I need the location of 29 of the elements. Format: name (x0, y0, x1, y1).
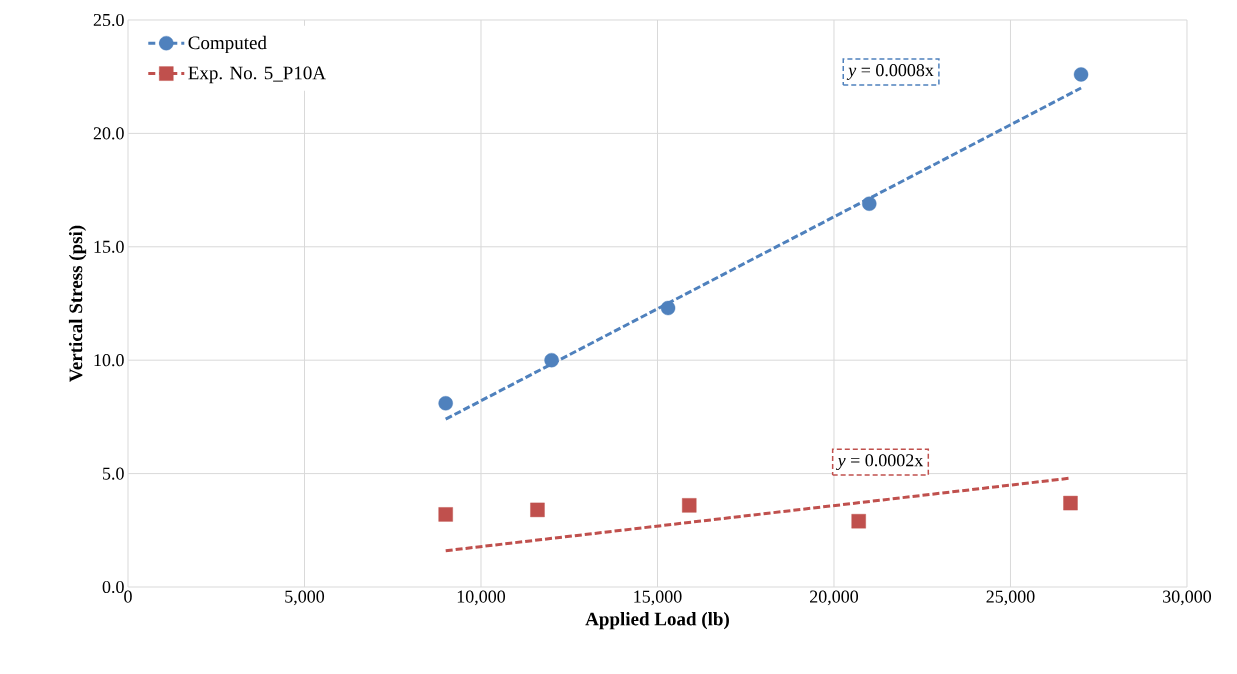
annotation: y = 0.0002x (836, 454, 924, 471)
point (544, 353, 559, 368)
y-tick-label: 0.0 (102, 580, 124, 594)
point (660, 300, 676, 316)
point (438, 507, 453, 522)
x-tick-label: 5,000 (285, 590, 325, 606)
x-tick-label: 25,000 (986, 590, 1035, 606)
y-tick-label: 10.0 (94, 354, 124, 367)
x-axis-title: Applied Load (lb) (585, 612, 729, 630)
legend-label: Computed (188, 35, 267, 54)
x-tick-label: 20,000 (810, 590, 859, 606)
point (862, 196, 877, 211)
y-tick-label: 25.0 (93, 13, 124, 27)
point (530, 502, 545, 518)
y-axis-title: Vertical Stress (psi) (68, 225, 87, 382)
point (438, 396, 453, 411)
annotation: y = 0.0008x (846, 64, 934, 80)
y-tick-label: 15.0 (94, 240, 124, 253)
point (682, 498, 697, 513)
x-tick-label: 10,000 (457, 590, 506, 606)
y-tick-label: 5.0 (103, 467, 124, 480)
y-tick-label: 20.0 (93, 127, 124, 140)
point (1073, 67, 1089, 82)
point (1063, 495, 1078, 511)
x-tick-label: 30,000 (1163, 590, 1212, 606)
legend-label: Exp. No. 5_P10A (188, 66, 326, 84)
x-tick-label: 0 (124, 590, 132, 603)
x-tick-label: 15,000 (634, 590, 682, 606)
point (851, 514, 866, 529)
